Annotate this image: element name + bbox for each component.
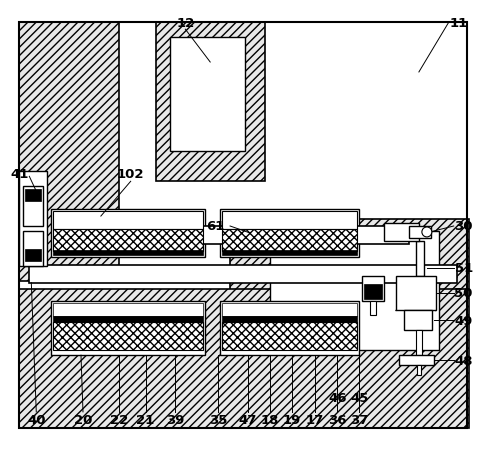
Bar xyxy=(23,187,43,226)
Bar xyxy=(53,230,203,251)
Text: 39: 39 xyxy=(166,414,185,426)
Bar xyxy=(51,210,205,257)
Bar xyxy=(270,231,439,350)
Bar xyxy=(222,250,357,255)
Circle shape xyxy=(422,227,432,237)
Bar xyxy=(222,317,357,322)
Text: 37: 37 xyxy=(350,414,369,426)
Bar xyxy=(156,226,409,244)
Bar xyxy=(156,23,265,182)
Text: 17: 17 xyxy=(305,414,324,426)
Bar xyxy=(53,250,203,255)
Bar xyxy=(220,301,359,355)
Bar xyxy=(222,212,357,230)
Bar xyxy=(370,301,376,316)
Bar xyxy=(19,289,467,428)
Text: 51: 51 xyxy=(455,262,473,275)
Text: 20: 20 xyxy=(74,414,92,426)
Text: 22: 22 xyxy=(110,414,128,426)
Text: 11: 11 xyxy=(450,17,468,30)
Bar xyxy=(396,276,436,311)
Bar xyxy=(23,231,43,266)
Bar xyxy=(222,303,357,317)
Text: 48: 48 xyxy=(455,354,473,367)
Bar xyxy=(364,284,382,299)
Bar xyxy=(384,224,419,241)
Bar xyxy=(53,317,203,322)
Bar xyxy=(230,220,469,428)
Text: 18: 18 xyxy=(261,414,279,426)
Text: 46: 46 xyxy=(328,391,347,405)
Text: 12: 12 xyxy=(176,17,195,30)
Text: 35: 35 xyxy=(209,414,227,426)
Bar xyxy=(362,276,384,301)
Text: 41: 41 xyxy=(10,167,28,180)
Bar xyxy=(222,230,357,251)
Text: 45: 45 xyxy=(350,391,369,405)
Bar xyxy=(416,241,424,276)
Bar xyxy=(53,303,203,317)
Bar xyxy=(25,249,41,261)
Bar xyxy=(399,355,434,365)
Text: 19: 19 xyxy=(283,414,301,426)
Bar xyxy=(417,365,421,375)
Bar xyxy=(19,23,119,281)
Text: 47: 47 xyxy=(239,414,257,426)
Bar xyxy=(29,265,456,283)
Bar xyxy=(170,38,245,152)
Text: 49: 49 xyxy=(455,314,473,327)
Bar xyxy=(416,331,422,355)
Text: 61: 61 xyxy=(206,220,224,233)
Text: 30: 30 xyxy=(455,220,473,233)
Text: 36: 36 xyxy=(328,414,347,426)
Bar xyxy=(409,226,431,239)
Text: 21: 21 xyxy=(137,414,155,426)
Bar xyxy=(220,210,359,257)
Text: 40: 40 xyxy=(27,414,45,426)
Bar xyxy=(404,311,432,331)
Bar xyxy=(222,322,357,350)
Bar xyxy=(51,301,205,355)
Bar xyxy=(25,190,41,202)
Bar xyxy=(53,322,203,350)
Text: 102: 102 xyxy=(117,167,144,180)
Text: 50: 50 xyxy=(455,286,473,299)
Bar xyxy=(19,172,47,266)
Bar xyxy=(53,212,203,230)
